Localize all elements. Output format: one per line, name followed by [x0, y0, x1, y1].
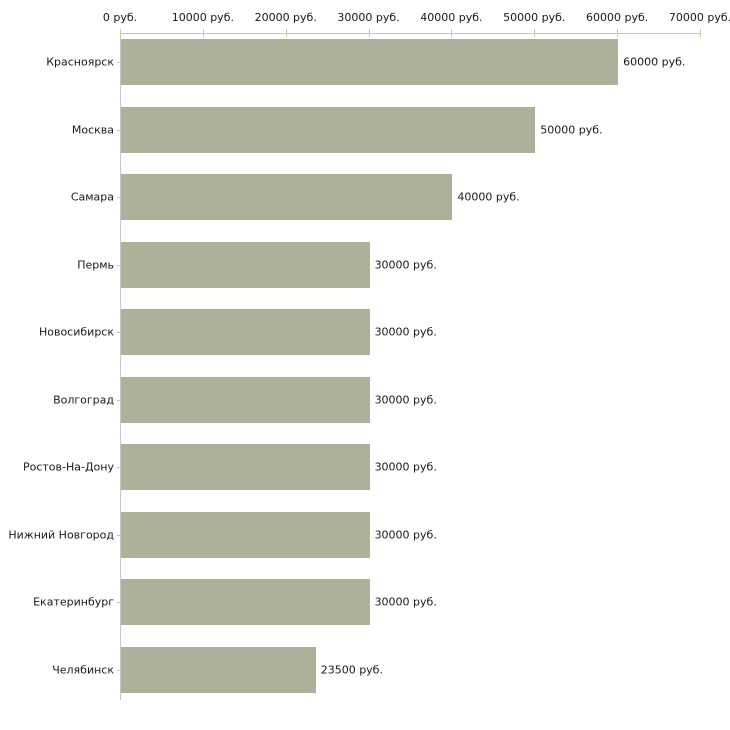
x-axis-tick-label: 10000 руб. [171, 11, 234, 24]
y-axis-tick [117, 669, 123, 671]
bar-6 [121, 376, 370, 423]
category-label: Нижний Новгород [8, 528, 114, 541]
category-label: Самара [70, 190, 114, 204]
y-axis-tick [117, 602, 123, 603]
bar-value-label: 30000 руб. [374, 393, 437, 406]
bar-value-label: 30000 руб. [374, 325, 437, 339]
x-axis-tick [617, 29, 619, 37]
x-axis-tick [451, 29, 453, 37]
bar-value-label: 30000 руб. [374, 595, 437, 609]
x-axis-tick [202, 29, 204, 37]
x-axis-tick-label: 50000 руб. [503, 11, 566, 24]
bar-9 [121, 579, 370, 625]
y-axis-tick [117, 534, 123, 536]
y-axis-line [120, 33, 121, 700]
category-label: Новосибирск [38, 325, 114, 339]
bar-7 [121, 444, 370, 490]
y-axis-tick [117, 467, 123, 468]
x-axis-tick [368, 29, 370, 37]
bar-3 [121, 174, 453, 220]
bar-value-label: 30000 руб. [374, 528, 437, 541]
y-axis-tick [117, 197, 123, 198]
x-axis-tick-label: 60000 руб. [586, 11, 649, 24]
x-axis-tick [534, 29, 536, 37]
category-label: Волгоград [53, 393, 114, 406]
x-axis-tick [120, 29, 121, 37]
bar-value-label: 30000 руб. [374, 258, 437, 271]
y-axis-tick [117, 399, 123, 401]
category-label: Екатеринбург [33, 595, 114, 609]
category-label: Красноярск [46, 55, 114, 69]
bar-value-label: 30000 руб. [374, 460, 437, 474]
category-label: Москва [71, 123, 114, 136]
y-axis-tick [117, 332, 123, 333]
bar-1 [121, 39, 619, 85]
x-axis-tick-label: 40000 руб. [420, 11, 483, 24]
x-axis-tick-label: 30000 руб. [337, 11, 400, 24]
x-axis-tick [700, 29, 701, 37]
y-axis-tick [117, 129, 123, 131]
y-axis-tick [117, 62, 123, 63]
bar-value-label: 50000 руб. [540, 123, 603, 136]
y-axis-tick [117, 264, 123, 266]
x-axis-line [120, 33, 701, 34]
x-axis-tick-label: 70000 руб. [668, 11, 730, 24]
x-axis-tick-label: 0 руб. [102, 11, 138, 24]
x-axis-tick-label: 20000 руб. [254, 11, 317, 24]
bar-2 [121, 106, 536, 153]
category-label: Пермь [77, 258, 114, 271]
bar-10 [121, 646, 316, 693]
bar-value-label: 60000 руб. [623, 55, 686, 69]
bar-value-label: 23500 руб. [320, 663, 383, 676]
bar-value-label: 40000 руб. [457, 190, 520, 204]
category-label: Челябинск [52, 663, 114, 676]
bar-5 [121, 309, 370, 355]
bar-8 [121, 511, 370, 558]
bar-4 [121, 241, 370, 288]
category-label: Ростов-На-Дону [22, 460, 114, 474]
x-axis-tick [285, 29, 287, 37]
